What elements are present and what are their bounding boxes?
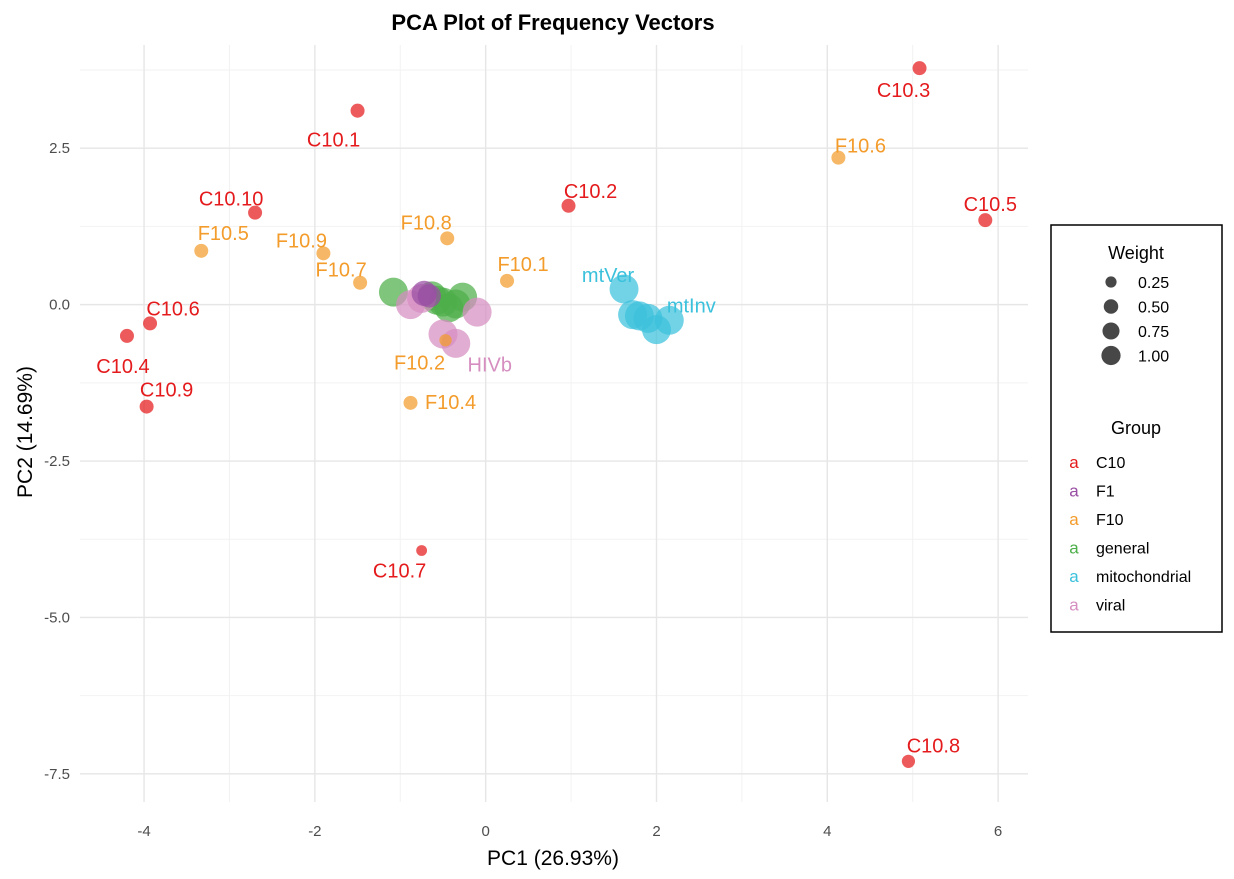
data-point [139, 399, 154, 414]
color-legend-key: a [1069, 453, 1079, 472]
grid-lines [80, 45, 1028, 802]
y-tick-label: 0.0 [49, 297, 70, 314]
point-label: F10.9 [276, 230, 327, 252]
data-point [609, 274, 639, 304]
x-tick-label: 4 [823, 823, 831, 840]
point-label: C10.10 [199, 189, 264, 211]
data-point [316, 246, 331, 261]
data-point [462, 297, 492, 327]
data-point [500, 273, 515, 288]
data-point [416, 545, 428, 556]
point-label: F10.8 [401, 212, 452, 234]
color-legend-label: mitochondrial [1096, 569, 1191, 586]
data-point [119, 328, 134, 343]
legend-box [1050, 224, 1223, 633]
data-point [143, 316, 158, 331]
color-legend-label: C10 [1096, 455, 1125, 472]
y-tick-label: 2.5 [49, 140, 70, 157]
point-label: C10.3 [877, 80, 930, 102]
x-tick-label: 2 [652, 823, 660, 840]
size-legend-title: Weight [1108, 243, 1164, 263]
point-label: F10.5 [198, 223, 249, 245]
size-legend-key [1101, 345, 1121, 366]
point-labels: C10.3C10.1C10.2C10.5C10.10C10.6C10.4C10.… [96, 80, 1017, 757]
point-label: C10.7 [373, 561, 426, 583]
point-label: F10.1 [497, 254, 548, 276]
data-point [439, 334, 452, 347]
color-legend-label: general [1096, 541, 1149, 558]
y-tick-label: -5.0 [44, 609, 70, 626]
legend: Weight 0.25 0.50 0.75 1.00 Group a C10 a F1 a F1… [1050, 224, 1223, 633]
size-legend-key [1102, 322, 1120, 340]
point-label: F10.7 [316, 260, 367, 282]
x-tick-label: -2 [308, 823, 321, 840]
point-label: C10.5 [964, 194, 1017, 216]
point-label: mtVer [582, 265, 635, 287]
color-legend-title: Group [1111, 418, 1161, 438]
color-legend-label: F10 [1096, 512, 1124, 529]
color-legend-label: F1 [1096, 484, 1115, 501]
size-legend-label: 0.50 [1138, 300, 1169, 317]
point-label: C10.8 [907, 735, 960, 757]
color-legend-key: a [1069, 539, 1079, 558]
data-point [350, 103, 365, 118]
size-legend-key [1103, 299, 1119, 314]
y-tick-label: -2.5 [44, 453, 70, 470]
data-points [119, 61, 993, 768]
y-axis-ticks: 2.5 0.0 -2.5 -5.0 -7.5 [44, 140, 70, 783]
point-label: C10.9 [140, 380, 193, 402]
point-label: F10.6 [835, 136, 886, 158]
chart-title: PCA Plot of Frequency Vectors [391, 10, 714, 35]
color-legend-key: a [1069, 567, 1079, 586]
size-legend: 0.25 0.50 0.75 1.00 [1101, 275, 1169, 366]
data-point [440, 231, 455, 246]
data-point [912, 61, 927, 76]
y-tick-label: -7.5 [44, 766, 70, 783]
data-point [353, 275, 368, 290]
data-point [403, 395, 418, 410]
size-legend-key [1105, 276, 1117, 288]
color-legend-key: a [1069, 510, 1079, 529]
point-label: F10.4 [425, 392, 476, 414]
point-label: F10.2 [394, 352, 445, 374]
point-label: C10.2 [564, 181, 617, 203]
point-label: HIVb [468, 354, 512, 376]
data-point [194, 243, 209, 258]
color-legend-key: a [1069, 596, 1079, 615]
data-point [831, 150, 846, 165]
point-label: C10.6 [146, 298, 199, 320]
x-tick-label: 0 [482, 823, 490, 840]
point-label: C10.4 [96, 356, 149, 378]
x-axis-ticks: -4 -2 0 2 4 6 [137, 823, 1002, 840]
x-tick-label: -4 [137, 823, 150, 840]
color-legend-label: viral [1096, 598, 1125, 615]
data-point [417, 284, 442, 308]
data-point [978, 213, 993, 228]
x-axis-title: PC1 (26.93%) [487, 847, 619, 870]
x-tick-label: 6 [994, 823, 1002, 840]
color-legend-key: a [1069, 482, 1079, 501]
point-label: C10.1 [307, 130, 360, 152]
point-label: mtInv [667, 295, 716, 317]
data-point [654, 305, 684, 335]
data-point [248, 205, 263, 220]
data-point [561, 198, 576, 213]
size-legend-label: 1.00 [1138, 349, 1169, 366]
y-axis-title: PC2 (14.69%) [14, 366, 37, 498]
size-legend-label: 0.75 [1138, 324, 1169, 341]
size-legend-label: 0.25 [1138, 275, 1169, 292]
data-point [901, 754, 916, 768]
